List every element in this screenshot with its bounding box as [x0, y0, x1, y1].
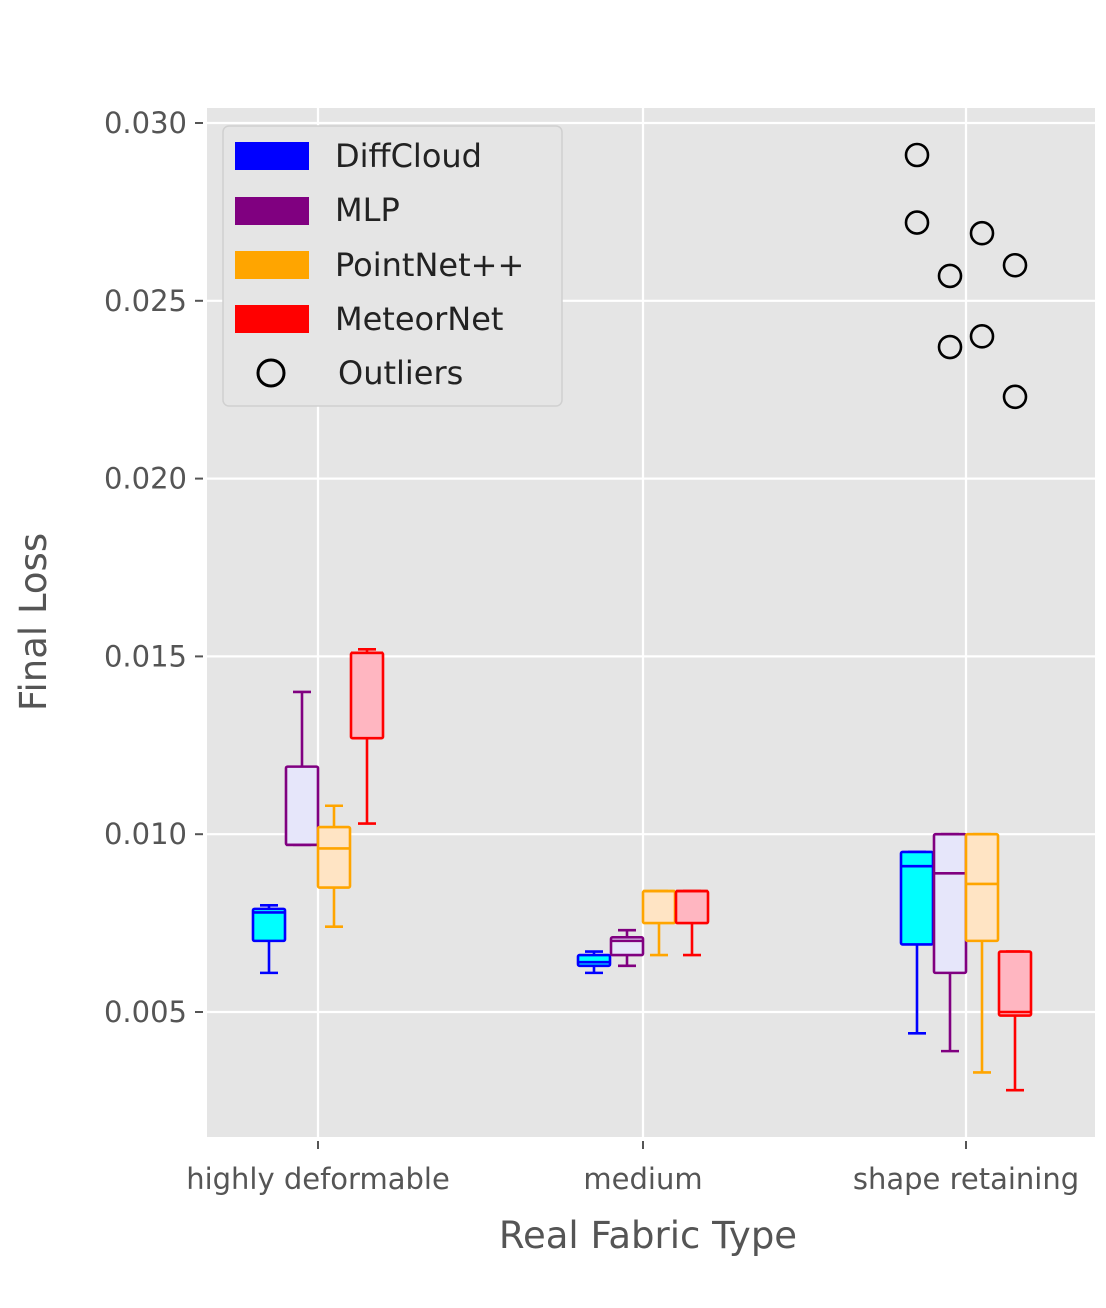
y-tick-label: 0.010 [104, 817, 187, 851]
y-tick-label: 0.015 [104, 639, 187, 673]
legend-label-pointnet: PointNet++ [335, 246, 524, 284]
box-body [576, 953, 612, 968]
x-tick-label: shape retaining [853, 1162, 1079, 1196]
y-tick-label: 0.020 [104, 462, 187, 496]
box-pointnet-shape-retaining [964, 832, 1000, 1074]
outlier-point [969, 220, 995, 246]
box-pointnet-highly-deformable [316, 804, 352, 928]
x-tick-label: medium [583, 1162, 702, 1196]
box-body [674, 889, 710, 925]
x-axis-ticks: highly deformable medium shape retaining [186, 1141, 1079, 1196]
box-body [251, 907, 287, 943]
outlier-point [904, 210, 930, 235]
y-tick-label: 0.030 [104, 106, 187, 140]
x-tick-label: highly deformable [186, 1162, 450, 1196]
y-axis-ticks: 0.005 0.010 0.015 0.020 0.025 0.030 [104, 106, 203, 1029]
legend-swatch-meteornet [235, 305, 309, 333]
box-body [349, 651, 385, 740]
outlier-point [937, 263, 963, 289]
legend-label-diffcloud: DiffCloud [335, 137, 482, 175]
box-body [997, 950, 1033, 1017]
box-body [932, 832, 968, 975]
legend-label-mlp: MLP [335, 191, 400, 229]
outlier-point [904, 142, 930, 168]
legend-outlier-marker-icon [256, 358, 286, 388]
y-tick-label: 0.025 [104, 284, 187, 318]
legend-swatch-mlp [235, 197, 309, 225]
legend-swatch-diffcloud [235, 142, 309, 170]
outlier-points [904, 142, 1028, 410]
box-body [964, 832, 1000, 943]
legend-frame [222, 125, 563, 407]
box-diffcloud-medium [576, 950, 612, 975]
box-body [284, 765, 320, 847]
box-meteornet-medium [674, 889, 710, 957]
box-body [641, 889, 677, 925]
box-diffcloud-highly-deformable [251, 904, 287, 975]
outlier-point [937, 334, 963, 360]
box-meteornet-highly-deformable [349, 647, 385, 825]
legend: DiffCloud MLP PointNet++ MeteorNet Outli… [222, 125, 563, 407]
y-axis-label: Final Loss [12, 533, 55, 711]
outlier-point [1002, 252, 1028, 278]
legend-label-outliers: Outliers [338, 354, 463, 392]
outlier-point [969, 324, 995, 349]
box-mlp-highly-deformable [284, 690, 320, 847]
legend-label-meteornet: MeteorNet [335, 300, 503, 338]
y-tick-label: 0.005 [104, 995, 187, 1029]
box-mlp-medium [609, 928, 645, 968]
x-axis-label: Real Fabric Type [499, 1214, 797, 1257]
box-groups [251, 647, 1033, 1092]
outlier-point [1002, 384, 1028, 410]
legend-swatch-pointnet [235, 251, 309, 279]
box-meteornet-shape-retaining [997, 950, 1033, 1092]
box-body [316, 825, 352, 889]
